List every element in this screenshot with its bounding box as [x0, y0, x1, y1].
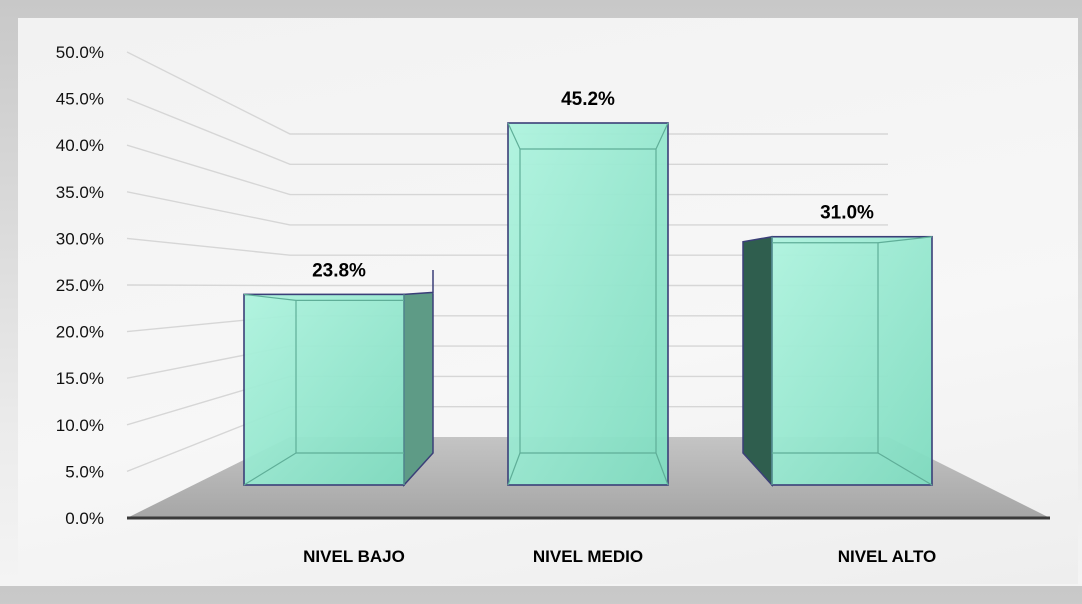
y-tick-label: 45.0% — [56, 90, 104, 109]
bars — [243, 122, 933, 487]
bar-inner-edge — [243, 293, 297, 301]
data-label: 23.8% — [312, 260, 366, 281]
y-tick-label: 50.0% — [56, 43, 104, 62]
gridline — [126, 284, 888, 287]
y-tick-label: 0.0% — [65, 509, 104, 528]
bar-side-face — [742, 235, 773, 487]
bar-nivel-medio — [507, 122, 669, 486]
y-tick-label: 25.0% — [56, 276, 104, 295]
category-label: NIVEL BAJO — [303, 547, 405, 566]
y-tick-label: 35.0% — [56, 183, 104, 202]
bar-inner-edge — [243, 452, 297, 486]
y-tick-label: 5.0% — [65, 462, 104, 481]
data-label: 45.2% — [561, 89, 615, 110]
bar-front-face — [507, 122, 669, 486]
y-tick-label: 30.0% — [56, 229, 104, 248]
labels: 23.8% NIVEL BAJO 45.2% NIVEL MEDIO 31.0% NIVE… — [303, 89, 936, 566]
bar-inner-edge — [507, 452, 521, 486]
bar-front-face — [771, 235, 933, 486]
bar-front-face — [243, 293, 405, 486]
bar-side-face — [403, 270, 434, 487]
category-label: NIVEL MEDIO — [533, 547, 643, 566]
bar-nivel-bajo — [243, 270, 434, 487]
y-tick-label: 15.0% — [56, 369, 104, 388]
bar-inner-edge — [877, 236, 933, 244]
bar-inner-edge — [877, 452, 933, 486]
bar-inner-edge — [655, 122, 669, 150]
gridline — [126, 144, 888, 196]
category-label: NIVEL ALTO — [838, 547, 937, 566]
gridline — [126, 191, 888, 226]
y-tick-label: 40.0% — [56, 136, 104, 155]
y-axis-ticks: 0.0% 5.0% 10.0% 15.0% 20.0% 25.0% 30.0% 35.0% 40… — [56, 43, 104, 528]
gridline — [126, 237, 888, 256]
gridline — [126, 51, 888, 135]
bar-inner-edge — [655, 452, 669, 486]
chart-frame: 0.0% 5.0% 10.0% 15.0% 20.0% 25.0% 30.0% 35.0% 40… — [18, 18, 1078, 584]
y-tick-label: 20.0% — [56, 323, 104, 342]
data-label: 31.0% — [820, 203, 874, 224]
gridline — [126, 97, 888, 166]
bar-inner-edge — [507, 122, 521, 150]
bar-chart: 0.0% 5.0% 10.0% 15.0% 20.0% 25.0% 30.0% 35.0% 40… — [56, 43, 1050, 566]
bar-nivel-alto — [742, 235, 933, 487]
y-tick-label: 10.0% — [56, 416, 104, 435]
